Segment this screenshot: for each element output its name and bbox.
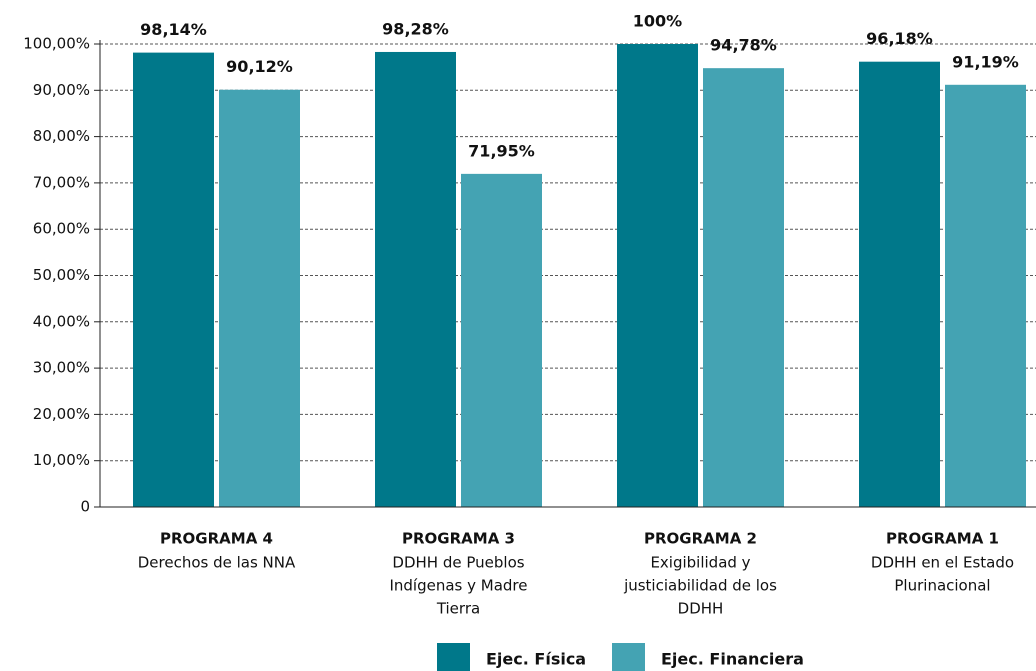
y-tick-label: 90,00% bbox=[33, 81, 90, 99]
bar bbox=[859, 61, 940, 508]
y-tick-label: 10,00% bbox=[33, 451, 90, 469]
x-tick-label: PROGRAMA 3 bbox=[402, 530, 515, 548]
category-description: Exigibilidad y bbox=[650, 554, 750, 572]
value-label: 98,28% bbox=[382, 19, 449, 38]
bar bbox=[375, 51, 456, 508]
y-tick-label: 80,00% bbox=[33, 127, 90, 145]
legend-swatch bbox=[612, 643, 645, 671]
legend-label: Ejec. Financiera bbox=[661, 650, 804, 669]
value-label: 90,12% bbox=[226, 57, 293, 76]
legend-label: Ejec. Física bbox=[486, 650, 586, 669]
category-description: DDHH en el Estado bbox=[871, 554, 1014, 572]
bar bbox=[461, 173, 542, 507]
value-label: 98,14% bbox=[140, 20, 207, 39]
category-description: Indígenas y Madre bbox=[389, 577, 527, 595]
y-tick-label: 40,00% bbox=[33, 312, 90, 330]
category-description: DDHH bbox=[678, 600, 724, 618]
x-tick-label: PROGRAMA 2 bbox=[644, 530, 757, 548]
category-description: Plurinacional bbox=[894, 577, 990, 595]
y-tick-label: 60,00% bbox=[33, 220, 90, 238]
y-tick-label: 30,00% bbox=[33, 359, 90, 377]
value-label: 71,95% bbox=[468, 141, 535, 160]
bar bbox=[219, 89, 300, 508]
bar bbox=[617, 44, 698, 507]
x-tick-label: PROGRAMA 4 bbox=[160, 530, 273, 548]
value-label: 91,19% bbox=[952, 52, 1019, 71]
legend-swatch bbox=[437, 643, 470, 671]
bar bbox=[945, 84, 1026, 508]
category-description: Derechos de las NNA bbox=[138, 554, 296, 572]
y-tick-label: 100,00% bbox=[23, 35, 90, 53]
y-tick-label: 70,00% bbox=[33, 173, 90, 191]
category-description: DDHH de Pueblos bbox=[392, 554, 524, 572]
y-tick-label: 0 bbox=[80, 498, 90, 516]
bar bbox=[703, 68, 784, 507]
category-description: Tierra bbox=[436, 600, 480, 618]
value-label: 96,18% bbox=[866, 29, 933, 48]
x-tick-label: PROGRAMA 1 bbox=[886, 530, 999, 548]
y-tick-label: 20,00% bbox=[33, 405, 90, 423]
bar bbox=[133, 52, 214, 507]
y-tick-label: 50,00% bbox=[33, 266, 90, 284]
value-label: 100% bbox=[633, 12, 682, 31]
value-label: 94,78% bbox=[710, 36, 777, 55]
category-description: justiciabilidad de los bbox=[623, 577, 777, 595]
